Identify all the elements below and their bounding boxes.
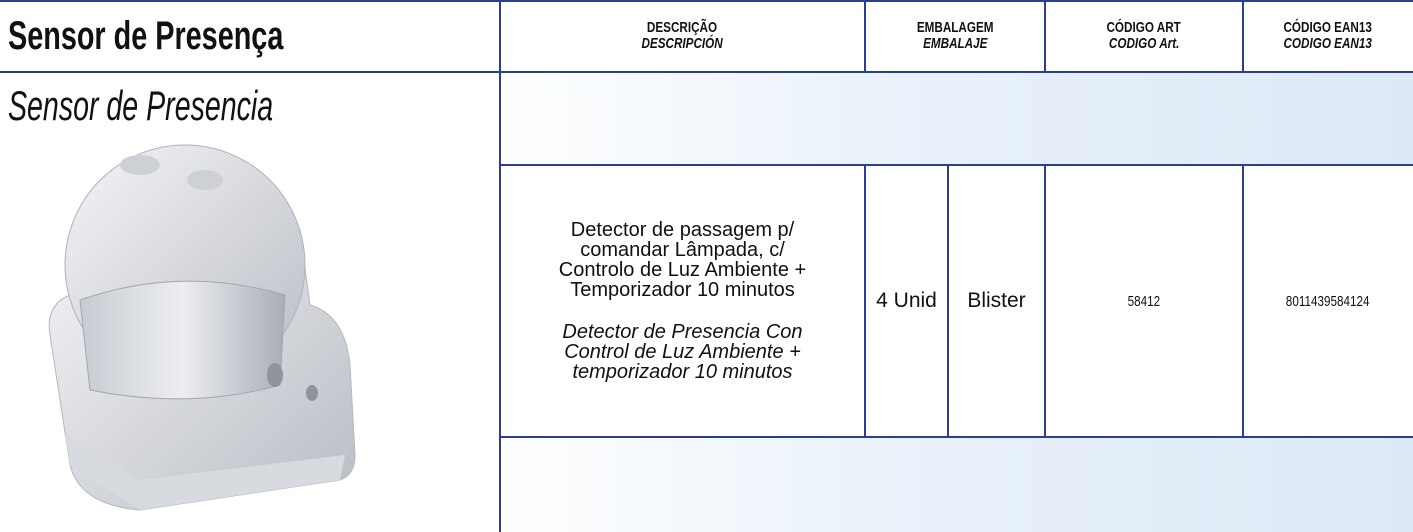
packaging-cell: Blister — [967, 289, 1026, 312]
product-image — [48, 144, 356, 511]
header-es: EMBALAJE — [922, 35, 988, 52]
column-header: CÓDIGO ART CODIGO Art. — [1045, 0, 1243, 72]
border — [1242, 165, 1244, 437]
border — [1044, 165, 1046, 437]
code-art: 58412 — [1127, 292, 1161, 310]
header-es: CODIGO EAN13 — [1283, 35, 1373, 52]
description-cell: Detector de passagem p/ comandar Lâmpada… — [500, 165, 865, 437]
subtitle: Sensor de Presencia — [8, 82, 274, 129]
border — [499, 0, 501, 532]
border — [0, 71, 1413, 73]
code-art-cell: 58412 — [1045, 165, 1243, 437]
title: Sensor de Presença — [8, 14, 284, 58]
border — [500, 436, 1413, 438]
data-row-background — [500, 165, 1413, 437]
header-pt: CÓDIGO ART — [1106, 19, 1182, 36]
border — [0, 0, 1413, 2]
code-ean-cell: 8011439584124 — [1243, 165, 1413, 437]
border — [864, 165, 866, 437]
header-pt: DESCRIÇÃO — [647, 19, 718, 36]
border — [947, 165, 949, 437]
column-header: CÓDIGO EAN13 CODIGO EAN13 — [1243, 0, 1413, 72]
header-es: DESCRIPCIÓN — [641, 35, 724, 52]
column-header: DESCRIÇÃO DESCRIPCIÓN — [500, 0, 865, 72]
border — [500, 164, 1413, 166]
quantity-cell: 4 Unid — [876, 289, 937, 312]
border — [864, 0, 866, 72]
header-pt: EMBALAGEM — [916, 19, 994, 36]
description-pt: Detector de passagem p/ comandar Lâmpada… — [558, 219, 807, 301]
header-es: CODIGO Art. — [1108, 35, 1180, 52]
column-header: EMBALAGEM EMBALAJE — [865, 0, 1045, 72]
description-es: Detector de Presencia Con Control de Luz… — [562, 321, 803, 383]
border — [1242, 0, 1244, 72]
header-pt: CÓDIGO EAN13 — [1283, 19, 1373, 36]
code-ean: 8011439584124 — [1286, 292, 1370, 310]
border — [1044, 0, 1046, 72]
